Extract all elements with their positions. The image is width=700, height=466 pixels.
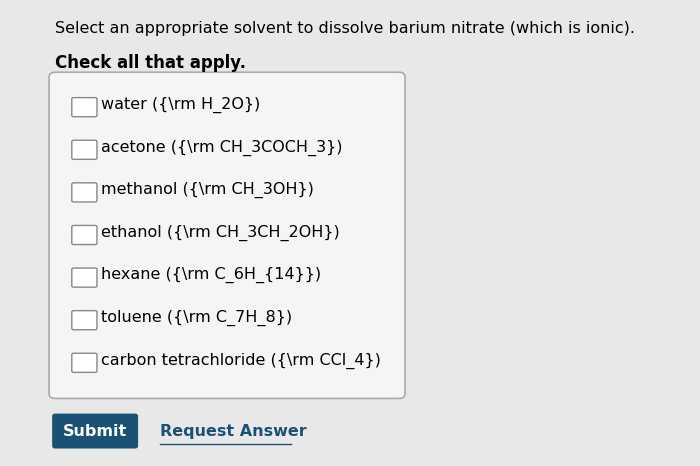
Text: hexane ({\rm C_6H_{14}}): hexane ({\rm C_6H_{14}}) xyxy=(102,267,321,283)
Text: Submit: Submit xyxy=(63,424,127,439)
Text: ethanol ({\rm CH_3CH_2OH}): ethanol ({\rm CH_3CH_2OH}) xyxy=(102,225,340,241)
FancyBboxPatch shape xyxy=(72,183,97,202)
Text: toluene ({\rm C_7H_8}): toluene ({\rm C_7H_8}) xyxy=(102,310,293,326)
FancyBboxPatch shape xyxy=(72,353,97,372)
Text: Check all that apply.: Check all that apply. xyxy=(55,54,246,72)
Text: Select an appropriate solvent to dissolve barium nitrate (which is ionic).: Select an appropriate solvent to dissolv… xyxy=(55,21,635,36)
FancyBboxPatch shape xyxy=(72,311,97,330)
FancyBboxPatch shape xyxy=(72,226,97,245)
FancyBboxPatch shape xyxy=(72,140,97,159)
Text: carbon tetrachloride ({\rm CCl_4}): carbon tetrachloride ({\rm CCl_4}) xyxy=(102,352,381,369)
Text: acetone ({\rm CH_3COCH_3}): acetone ({\rm CH_3COCH_3}) xyxy=(102,139,343,156)
FancyBboxPatch shape xyxy=(49,72,405,398)
FancyBboxPatch shape xyxy=(72,98,97,117)
Text: Request Answer: Request Answer xyxy=(160,424,307,439)
Text: water ({\rm H_2O}): water ({\rm H_2O}) xyxy=(102,97,260,113)
FancyBboxPatch shape xyxy=(72,268,97,287)
Text: methanol ({\rm CH_3OH}): methanol ({\rm CH_3OH}) xyxy=(102,182,314,198)
FancyBboxPatch shape xyxy=(52,414,138,448)
